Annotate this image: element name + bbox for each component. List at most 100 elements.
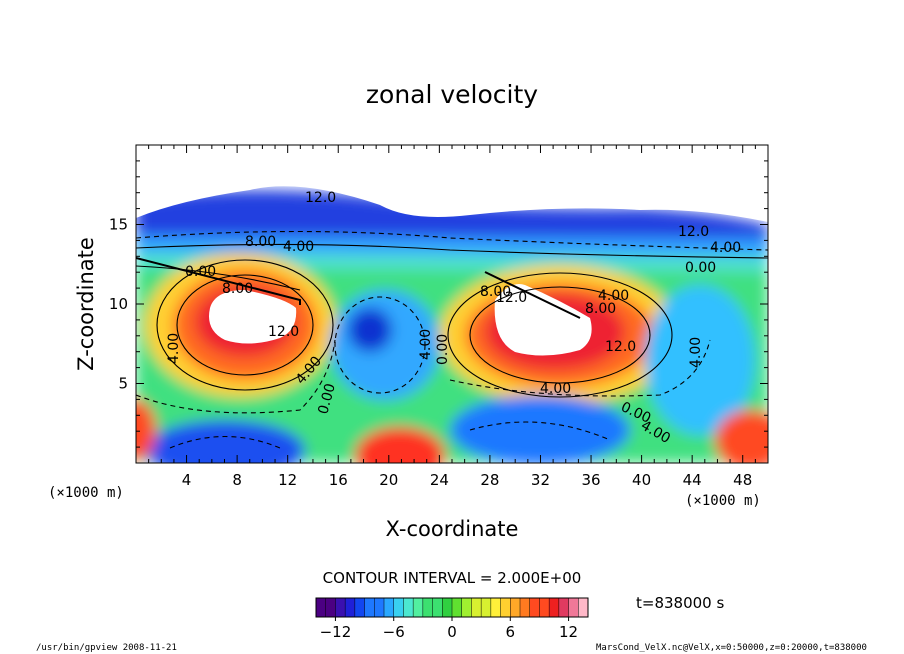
colorbar-cell bbox=[500, 598, 511, 617]
x-axis-unit-right: (×1000 m) bbox=[685, 493, 761, 509]
overflow-regions bbox=[136, 145, 768, 356]
colorbar-cell bbox=[452, 598, 463, 617]
colorbar-cell bbox=[364, 598, 375, 617]
contour-line bbox=[176, 274, 314, 376]
contour-line bbox=[484, 271, 581, 319]
colorbar-cell bbox=[510, 598, 521, 617]
footer-right: MarsCond_VelX.nc@VelX,x=0:50000,z=0:2000… bbox=[596, 643, 867, 653]
contour-label: 0.00 bbox=[435, 334, 451, 365]
contour-line bbox=[136, 243, 768, 259]
colorbar-tick-label: 12 bbox=[559, 623, 578, 641]
contour-line bbox=[447, 272, 673, 398]
overflow-right-core bbox=[494, 284, 592, 356]
return-flow-right bbox=[645, 285, 755, 435]
x-tick-label: 12 bbox=[278, 471, 297, 489]
colorbar-cell bbox=[481, 598, 492, 617]
contour-label: 0.00 bbox=[185, 264, 216, 280]
x-tick-label: 24 bbox=[430, 471, 449, 489]
contour-line bbox=[136, 230, 768, 251]
colorbar-cell bbox=[403, 598, 414, 617]
x-tick-label: 20 bbox=[379, 471, 398, 489]
contour-label: 4.00 bbox=[283, 239, 314, 255]
colorbar-tick-label: 0 bbox=[447, 623, 457, 641]
contour-interval: CONTOUR INTERVAL = 2.000E+00 bbox=[323, 569, 582, 587]
y-axis-ticks: 5 10 15 bbox=[109, 160, 768, 448]
colorbar-cell bbox=[549, 598, 560, 617]
plot-area: 12.0 8.00 4.00 0.00 8.00 12.0 4.00 0.00 … bbox=[136, 145, 768, 463]
bottom-flow-b bbox=[450, 395, 630, 463]
contour-label: 12.0 bbox=[305, 190, 336, 206]
colorbar-cell bbox=[316, 598, 327, 617]
contour-label: 4.00 bbox=[710, 240, 741, 256]
colorbar-cell bbox=[422, 598, 434, 617]
y-tick-label: 10 bbox=[109, 295, 128, 313]
colorbar-cell bbox=[335, 598, 346, 617]
bottom-jet-right bbox=[715, 410, 768, 463]
x-tick-label: 16 bbox=[329, 471, 348, 489]
contour-label: 12.0 bbox=[605, 339, 636, 355]
bottom-flow-a bbox=[145, 420, 305, 463]
x-tick-label: 8 bbox=[232, 471, 242, 489]
left-edge-jet bbox=[136, 400, 156, 460]
colorbar-cell bbox=[374, 598, 385, 617]
x-axis-label: X-coordinate bbox=[386, 517, 519, 541]
y-tick-label: 15 bbox=[109, 216, 128, 234]
contour-label: 4.00 bbox=[688, 337, 704, 368]
x-axis-unit-left: (×1000 m) bbox=[48, 485, 124, 501]
y-tick-label: 5 bbox=[118, 375, 128, 393]
colorbar-cell bbox=[354, 598, 366, 617]
colorbar-cell bbox=[490, 598, 502, 617]
field-band-upper bbox=[136, 190, 768, 250]
contour-label: 0.00 bbox=[685, 260, 716, 276]
colorbar-tick-label: −6 bbox=[383, 623, 405, 641]
contour-label: 8.00 bbox=[480, 284, 511, 300]
contour-label: 4.00 bbox=[540, 381, 571, 397]
x-tick-label: 36 bbox=[581, 471, 600, 489]
y-axis-label: Z-coordinate bbox=[74, 237, 98, 371]
x-tick-label: 4 bbox=[182, 471, 192, 489]
contour-line bbox=[334, 296, 426, 394]
overflow-left-core bbox=[209, 290, 297, 344]
colorbar-cell bbox=[384, 598, 395, 617]
contour-label: 12.0 bbox=[496, 290, 527, 306]
colorbar-tick-label: 6 bbox=[506, 623, 516, 641]
contour-line bbox=[136, 257, 301, 305]
contour-line bbox=[449, 339, 711, 397]
colorbar-tick-label: −12 bbox=[320, 623, 352, 641]
footer-left: /usr/bin/gpview 2008-11-21 bbox=[36, 643, 177, 653]
x-tick-label: 40 bbox=[632, 471, 651, 489]
contour-line bbox=[169, 436, 281, 449]
contour-label: 4.00 bbox=[598, 288, 629, 304]
colorbar-cell bbox=[442, 598, 453, 617]
x-tick-label: 28 bbox=[480, 471, 499, 489]
colorbar-cell bbox=[461, 598, 472, 617]
contour-label: 8.00 bbox=[222, 281, 253, 297]
contour-lines bbox=[136, 230, 768, 449]
colorbar-cell bbox=[529, 598, 540, 617]
x-axis-ticks: 4 8 12 16 20 24 28 32 36 40 44 48 bbox=[148, 145, 756, 489]
contour-label: 4.00 bbox=[418, 329, 434, 360]
return-flow-left-core bbox=[348, 308, 392, 352]
contour-label: 12.0 bbox=[678, 224, 709, 240]
colorbar-cell bbox=[325, 598, 336, 617]
contour-line bbox=[136, 265, 301, 291]
colorbar-cell bbox=[471, 598, 482, 617]
contour-label: 8.00 bbox=[245, 234, 276, 250]
time-label: t=838000 s bbox=[636, 594, 724, 612]
colorbar-ticks: −12 −6 0 6 12 bbox=[320, 617, 578, 641]
contour-label: 4.00 bbox=[166, 333, 182, 364]
colorbar-cell bbox=[578, 598, 589, 617]
x-tick-label: 48 bbox=[733, 471, 752, 489]
colorbar-cell bbox=[520, 598, 531, 617]
colorbar-cell bbox=[413, 598, 424, 617]
colorbar-cell bbox=[393, 598, 404, 617]
bottom-jet bbox=[355, 427, 445, 463]
colorbar-cell bbox=[539, 598, 550, 617]
colorbar-cell bbox=[568, 598, 579, 617]
x-tick-label: 32 bbox=[531, 471, 550, 489]
contour-label: 0.00 bbox=[315, 382, 339, 416]
contour-line bbox=[156, 259, 334, 391]
contour-label: 12.0 bbox=[268, 324, 299, 340]
contour-line bbox=[469, 286, 651, 384]
